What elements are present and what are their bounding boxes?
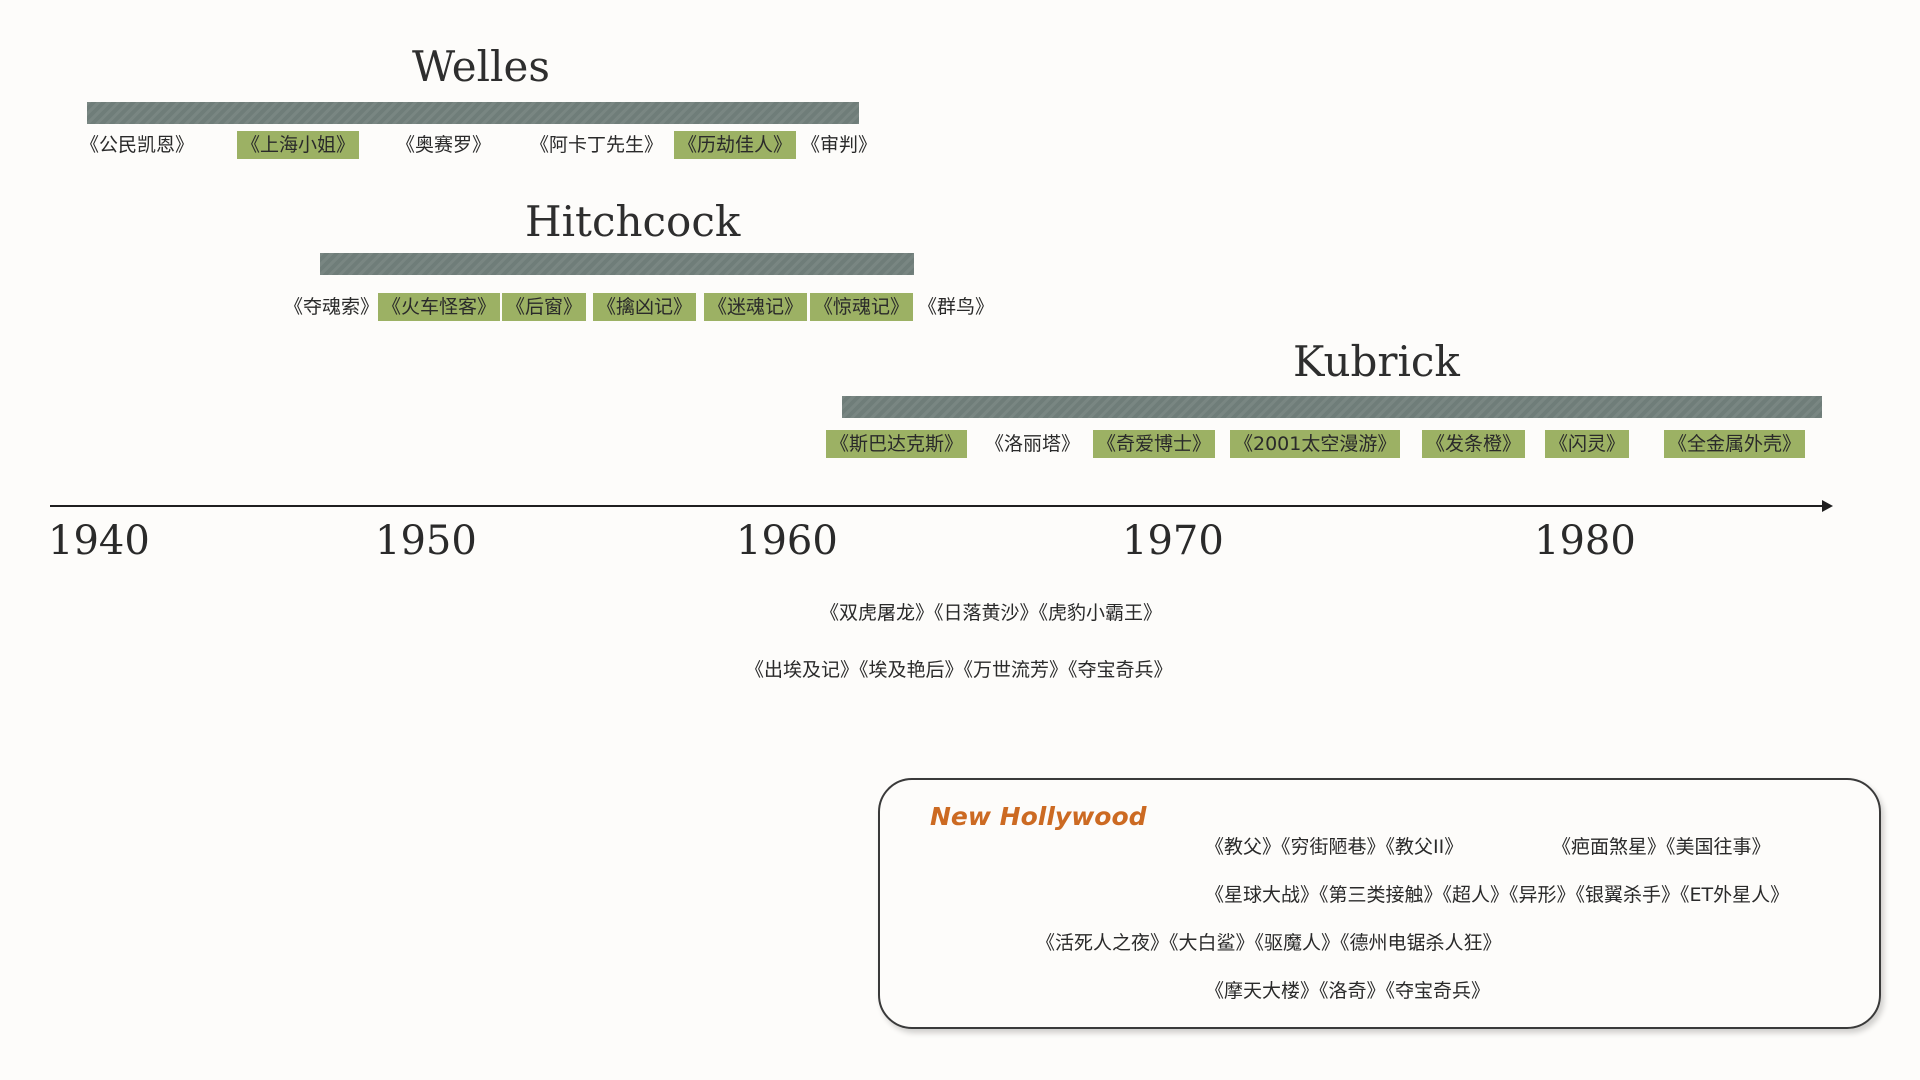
film-rear-window: 《后窗》 [502, 293, 587, 321]
film-the-trial: 《审判》 [801, 134, 878, 156]
film-mr-arkadin: 《阿卡丁先生》 [530, 134, 664, 156]
film-lolita: 《洛丽塔》 [985, 433, 1081, 455]
new-hollywood-row-1a: 《教父》《穷街陋巷》《教父II》 [1205, 836, 1464, 858]
film-rope: 《夺魂索》 [284, 296, 380, 318]
film-the-birds: 《群鸟》 [918, 296, 995, 318]
film-citizen-kane: 《公民凯恩》 [80, 134, 195, 156]
epics-row-1: 《双虎屠龙》《日落黄沙》《虎豹小霸王》 [820, 602, 1163, 624]
new-hollywood-row-2: 《星球大战》《第三类接触》《超人》《异形》《银翼杀手》《ET外星人》 [1205, 884, 1790, 906]
film-othello: 《奥赛罗》 [396, 134, 492, 156]
tick-1970: 1970 [1122, 518, 1224, 564]
hitchcock-title: Hitchcock [525, 197, 741, 246]
film-strangers-on-a-train: 《火车怪客》 [378, 293, 501, 321]
film-2001-space-odyssey: 《2001太空漫游》 [1230, 430, 1401, 458]
tick-1940: 1940 [48, 518, 150, 564]
new-hollywood-row-4: 《摩天大楼》《洛奇》《夺宝奇兵》 [1205, 980, 1491, 1002]
axis-arrow-icon [1822, 500, 1833, 512]
axis-line [50, 505, 1823, 507]
new-hollywood-title: New Hollywood [930, 802, 1147, 831]
new-hollywood-row-1b: 《疤面煞星》《美国往事》 [1552, 836, 1771, 858]
kubrick-career-bar [842, 396, 1822, 418]
film-spartacus: 《斯巴达克斯》 [826, 430, 968, 458]
epics-row-2: 《出埃及记》《埃及艳后》《万世流芳》《夺宝奇兵》 [745, 659, 1173, 681]
hitchcock-career-bar [320, 253, 914, 275]
film-lady-from-shanghai: 《上海小姐》 [237, 131, 360, 159]
film-vertigo: 《迷魂记》 [704, 293, 808, 321]
film-clockwork-orange: 《发条橙》 [1422, 430, 1526, 458]
tick-1950: 1950 [375, 518, 477, 564]
film-man-who-knew-too-much: 《擒凶记》 [593, 293, 697, 321]
film-psycho: 《惊魂记》 [810, 293, 914, 321]
welles-career-bar [87, 102, 859, 124]
new-hollywood-row-3: 《活死人之夜》《大白鲨》《驱魔人》《德州电锯杀人狂》 [1036, 932, 1502, 954]
film-dr-strangelove: 《奇爱博士》 [1093, 430, 1216, 458]
new-hollywood-panel [878, 778, 1881, 1029]
film-full-metal-jacket: 《全金属外壳》 [1664, 430, 1806, 458]
tick-1980: 1980 [1534, 518, 1636, 564]
film-touch-of-evil: 《历劫佳人》 [674, 131, 797, 159]
welles-title: Welles [412, 42, 550, 91]
film-the-shining: 《闪灵》 [1545, 430, 1630, 458]
kubrick-title: Kubrick [1293, 337, 1460, 386]
tick-1960: 1960 [736, 518, 838, 564]
